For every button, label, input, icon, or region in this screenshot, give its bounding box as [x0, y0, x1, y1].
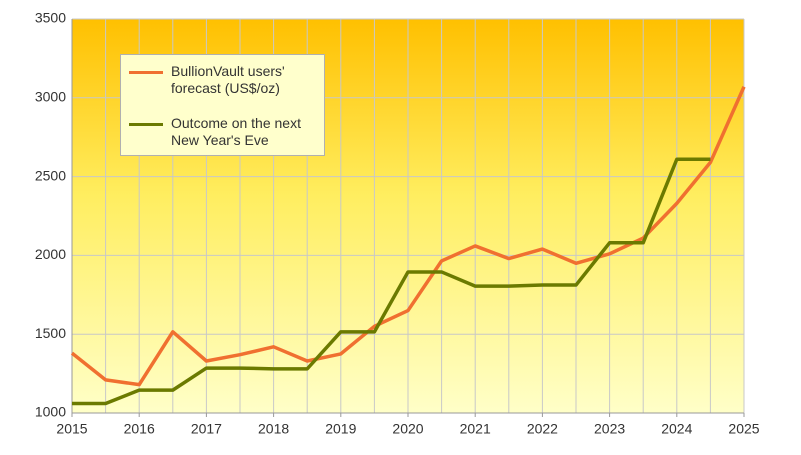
legend-item: Outcome on the next New Year's Eve: [129, 115, 324, 149]
y-tick-label: 1500: [35, 325, 66, 341]
y-tick-label: 3500: [35, 10, 66, 26]
x-tick-label: 2022: [527, 421, 558, 437]
y-tick-label: 3000: [35, 89, 66, 105]
x-tick-label: 2024: [661, 421, 692, 437]
x-tick-label: 2019: [325, 421, 356, 437]
x-tick-label: 2016: [124, 421, 155, 437]
x-tick-label: 2017: [191, 421, 222, 437]
x-tick-label: 2023: [594, 421, 625, 437]
tick-labels: 1000 1500 2000 2500 3000 3500 2015 2016 2017 2018…: [35, 10, 760, 437]
series-lines: [70, 86, 746, 406]
y-tick-label: 2500: [35, 167, 66, 183]
legend-swatch: [129, 71, 163, 74]
series-line: [72, 157, 711, 406]
x-tick-label: 2015: [56, 421, 87, 437]
x-tick-label: 2020: [392, 421, 423, 437]
legend: BullionVault users' forecast (US$/oz) Out…: [120, 54, 325, 156]
x-tick-label: 2018: [258, 421, 289, 437]
y-tick-label: 2000: [35, 246, 66, 262]
legend-label: BullionVault users' forecast (US$/oz): [171, 63, 285, 96]
x-tick-label: 2025: [728, 421, 759, 437]
legend-swatch: [129, 123, 163, 126]
legend-item: BullionVault users' forecast (US$/oz): [129, 63, 324, 97]
x-tick-label: 2021: [460, 421, 491, 437]
y-tick-label: 1000: [35, 404, 66, 420]
legend-label: Outcome on the next New Year's Eve: [171, 115, 301, 148]
